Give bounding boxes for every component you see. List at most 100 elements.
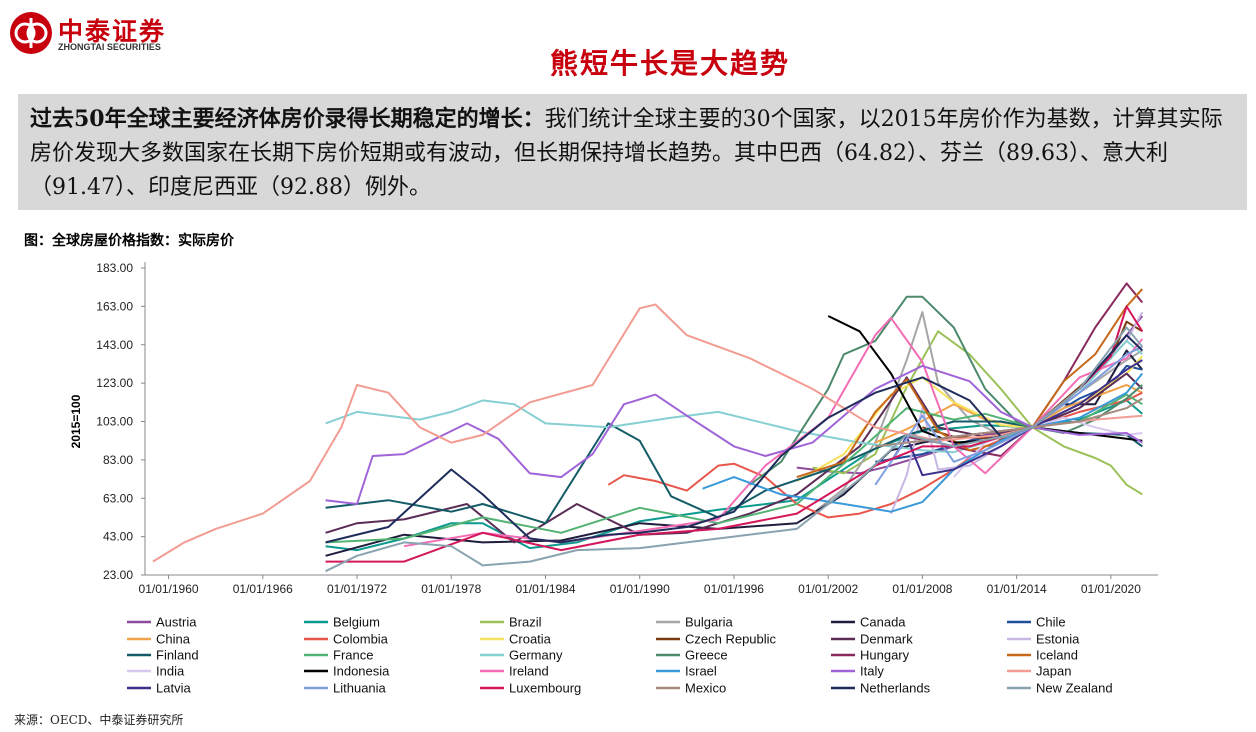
legend-label: Estonia	[1036, 632, 1080, 647]
y-tick-label: 23.00	[103, 568, 133, 582]
legend-label: Japan	[1036, 664, 1071, 679]
legend-label: Lithuania	[333, 681, 387, 696]
summary-lead: 过去50年全球主要经济体房价录得长期稳定的增长：	[30, 106, 545, 132]
legend-item: Netherlands	[831, 681, 931, 696]
legend-label: Chile	[1036, 615, 1066, 630]
legend-label: Bulgaria	[685, 615, 733, 630]
y-tick-label: 43.00	[103, 530, 133, 544]
legend-item: New Zealand	[1007, 681, 1113, 696]
legend-item: Hungary	[831, 648, 910, 663]
legend-item: Mexico	[656, 681, 726, 696]
y-tick-label: 83.00	[103, 453, 133, 467]
y-tick-label: 123.00	[96, 376, 133, 390]
x-tick-label: 01/01/1972	[327, 582, 387, 596]
y-tick-label: 63.00	[103, 491, 133, 505]
x-tick-label: 01/01/2002	[798, 582, 858, 596]
legend-item: Estonia	[1007, 632, 1080, 647]
legend-label: New Zealand	[1036, 681, 1113, 696]
x-tick-label: 01/01/1978	[421, 582, 481, 596]
legend-label: Ireland	[509, 664, 549, 679]
x-tick-label: 01/01/2008	[892, 582, 952, 596]
x-tick-label: 01/01/2014	[987, 582, 1047, 596]
figure-caption: 图：全球房屋价格指数：实际房价	[24, 233, 234, 249]
logo-text-en: ZHONGTAI SECURITIES	[58, 42, 161, 52]
legend-label: Austria	[156, 615, 197, 630]
x-tick-label: 01/01/1990	[610, 582, 670, 596]
legend-item: Germany	[480, 648, 563, 663]
chart-legend: Austria Belgium Brazil Bulgaria Canada Chile C…	[127, 615, 1113, 696]
legend-item: Greece	[656, 648, 728, 663]
legend-label: Denmark	[860, 632, 913, 647]
legend-label: Luxembourg	[509, 681, 581, 696]
legend-label: Belgium	[333, 615, 380, 630]
series-line-lithuania	[874, 345, 1143, 486]
company-logo: 中泰证券 ZHONGTAI SECURITIES	[8, 10, 198, 60]
legend-item: Israel	[656, 664, 717, 679]
chart-series-lines	[152, 282, 1144, 573]
legend-item: Japan	[1007, 664, 1071, 679]
legend-item: Colombia	[304, 632, 389, 647]
legend-item: China	[127, 632, 191, 647]
x-tick-label: 01/01/1966	[233, 582, 293, 596]
x-tick-label: 01/01/2020	[1081, 582, 1141, 596]
legend-label: Czech Republic	[685, 632, 777, 647]
legend-label: Israel	[685, 664, 717, 679]
series-line-japan	[152, 303, 1143, 563]
legend-item: Belgium	[304, 615, 380, 630]
page-title: 熊短牛长是大趋势	[549, 47, 790, 80]
legend-label: Italy	[860, 664, 884, 679]
legend-label: Germany	[509, 648, 563, 663]
logo-emblem-icon	[10, 12, 52, 54]
legend-item: Canada	[831, 615, 906, 630]
legend-item: Chile	[1007, 615, 1066, 630]
series-line-israel	[702, 372, 1144, 513]
legend-label: Indonesia	[333, 664, 390, 679]
legend-label: Canada	[860, 615, 906, 630]
y-axis-label: 2015=100	[69, 394, 83, 448]
legend-item: Czech Republic	[656, 632, 777, 647]
summary-body: 我们统计全球主要的30个国家，以2015年房价作为基数，计算其实际房价发现大多数…	[30, 107, 1223, 200]
legend-item: Bulgaria	[656, 615, 733, 630]
legend-label: India	[156, 664, 185, 679]
series-line-new-zealand	[325, 326, 1144, 573]
legend-label: Brazil	[509, 615, 542, 630]
legend-label: Greece	[685, 648, 728, 663]
legend-label: Croatia	[509, 632, 552, 647]
summary-box: 过去50年全球主要经济体房价录得长期稳定的增长：我们统计全球主要的30个国家，以…	[18, 94, 1247, 210]
x-tick-label: 01/01/1996	[704, 582, 764, 596]
legend-label: Netherlands	[860, 681, 931, 696]
legend-label: Colombia	[333, 632, 389, 647]
legend-item: Austria	[127, 615, 197, 630]
legend-item: India	[127, 664, 185, 679]
source-note: 来源：OECD、中泰证券研究所	[14, 713, 184, 727]
series-line-ireland	[403, 316, 1144, 548]
legend-item: Denmark	[831, 632, 913, 647]
legend-item: Lithuania	[304, 681, 387, 696]
y-tick-label: 183.00	[96, 261, 133, 275]
series-line-italy	[325, 364, 1143, 505]
legend-item: France	[304, 648, 373, 663]
legend-item: Croatia	[480, 632, 552, 647]
x-tick-label: 01/01/1960	[139, 582, 199, 596]
logo-text-cn: 中泰证券	[58, 17, 167, 46]
chart-axes: 183.00 163.00 143.00 123.00 103.00 83.00 63.00…	[69, 261, 1158, 596]
legend-label: Latvia	[156, 681, 191, 696]
legend-label: China	[156, 632, 191, 647]
house-price-chart: 183.00 163.00 143.00 123.00 103.00 83.00 63.00…	[69, 261, 1158, 696]
series-line-iceland	[796, 288, 1144, 479]
y-tick-label: 103.00	[96, 415, 133, 429]
legend-label: Hungary	[860, 648, 910, 663]
y-tick-label: 143.00	[96, 338, 133, 352]
legend-label: Mexico	[685, 681, 726, 696]
y-tick-label: 163.00	[96, 299, 133, 313]
legend-item: Indonesia	[304, 664, 390, 679]
x-tick-label: 01/01/1984	[515, 582, 575, 596]
legend-item: Ireland	[480, 664, 549, 679]
series-line-denmark	[325, 372, 1144, 544]
legend-item: Finland	[127, 648, 199, 663]
legend-item: Italy	[831, 664, 884, 679]
legend-item: Iceland	[1007, 648, 1078, 663]
legend-item: Latvia	[127, 681, 191, 696]
legend-label: France	[333, 648, 373, 663]
legend-item: Luxembourg	[480, 681, 581, 696]
